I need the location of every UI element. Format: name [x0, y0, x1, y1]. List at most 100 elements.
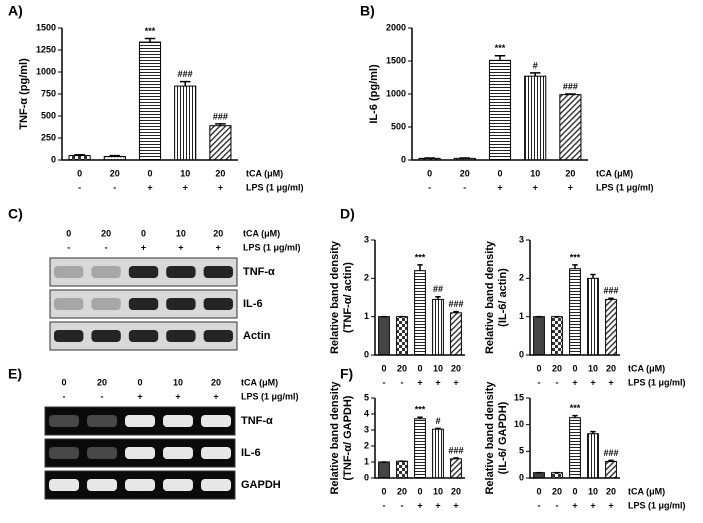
- x-tick-label: 20: [606, 363, 616, 373]
- error-bar: [590, 273, 596, 279]
- lps-label: +: [218, 182, 223, 192]
- lps-label: -: [113, 182, 116, 192]
- bar: [378, 316, 390, 356]
- y-tick-label: 1: [519, 311, 524, 321]
- row-label: LPS (1 μg/ml): [243, 242, 301, 252]
- y-tick-label: 1: [364, 311, 369, 321]
- x-tick-label: 0: [572, 363, 577, 373]
- y-tick-label: 15: [514, 392, 524, 402]
- lane-label: 0: [66, 228, 71, 238]
- band-label: TNF-α: [241, 415, 273, 427]
- error-bar: [494, 54, 506, 61]
- row-label: tCA (μM): [243, 228, 280, 238]
- lps-label: +: [608, 377, 613, 387]
- y-tick-label: 5: [364, 392, 369, 402]
- y-tick-label: 1000: [36, 66, 56, 76]
- bar: [396, 316, 408, 356]
- lps-label: +: [141, 242, 146, 252]
- lps-label: +: [137, 391, 142, 401]
- x-tick-label: 20: [552, 486, 562, 496]
- x-tick-label: 0: [427, 168, 432, 178]
- lps-label: +: [497, 182, 502, 192]
- band: [163, 479, 193, 491]
- error-bar: [590, 430, 596, 434]
- bar: [533, 472, 545, 479]
- y-axis-label: Relative band density: [484, 381, 496, 495]
- x-tick-label: 0: [77, 168, 82, 178]
- lps-label: -: [78, 182, 81, 192]
- x-tick-label: 20: [110, 168, 120, 178]
- y-tick-label: 250: [41, 132, 56, 142]
- axes: [529, 240, 620, 356]
- y-tick-label: 4: [364, 408, 369, 418]
- error-bar: [417, 416, 423, 419]
- x-tick-label: 20: [451, 486, 461, 496]
- x-tick-label: 0: [572, 486, 577, 496]
- lane-label: 20: [101, 228, 111, 238]
- significance: ###: [603, 286, 618, 296]
- x-tick-label: 0: [536, 363, 541, 373]
- band-label: IL-6: [241, 447, 261, 459]
- lps-label: +: [213, 391, 218, 401]
- error-bar: [453, 457, 459, 459]
- x-tick-label: 10: [530, 168, 540, 178]
- lps-label: -: [401, 377, 404, 387]
- error-bar: [435, 427, 441, 430]
- significance: ###: [603, 448, 618, 458]
- lps-label: +: [533, 182, 538, 192]
- lps-label: +: [572, 500, 577, 510]
- significance: #: [533, 60, 538, 70]
- significance: ***: [415, 252, 426, 262]
- lps-label: +: [216, 242, 221, 252]
- bar: [533, 316, 545, 356]
- y-tick-label: 1000: [386, 88, 406, 98]
- x-tick-label: 10: [180, 168, 190, 178]
- band: [87, 447, 117, 459]
- band: [163, 447, 193, 459]
- lps-label: -: [67, 242, 70, 252]
- y-tick-label: 0: [519, 349, 524, 359]
- row-label: LPS (1 μg/ml): [628, 500, 686, 510]
- lps-label: -: [101, 391, 104, 401]
- band: [166, 298, 196, 310]
- x-tick-label: 10: [433, 486, 443, 496]
- lps-label: +: [590, 377, 595, 387]
- x-tick-label: 10: [588, 363, 598, 373]
- axes: [411, 28, 588, 161]
- panel-label: E): [8, 366, 22, 382]
- y-tick-label: 1500: [36, 22, 56, 32]
- axes: [61, 28, 238, 161]
- lps-label: -: [105, 242, 108, 252]
- significance: ***: [415, 405, 426, 415]
- significance: ***: [570, 403, 581, 413]
- lane-label: 20: [213, 228, 223, 238]
- lane-label: 0: [61, 377, 66, 387]
- band: [166, 330, 196, 342]
- x-tick-label: 0: [497, 168, 502, 178]
- bar: [174, 85, 197, 161]
- lps-label: -: [63, 391, 66, 401]
- error-bar: [572, 414, 578, 418]
- error-bar: [215, 123, 226, 126]
- y-axis-label: (TNF-α/ actin): [342, 262, 354, 333]
- y-tick-label: 0: [51, 154, 56, 164]
- y-tick-label: 2000: [386, 22, 406, 32]
- significance: ***: [495, 43, 506, 53]
- band: [54, 266, 84, 278]
- bar: [396, 460, 408, 479]
- band: [128, 330, 159, 342]
- x-tick-label: 20: [397, 486, 407, 496]
- lane-label: 10: [176, 228, 186, 238]
- band: [87, 415, 117, 427]
- row-label: tCA (μM): [628, 363, 665, 373]
- bar: [524, 75, 547, 161]
- significance: #: [435, 416, 440, 426]
- lane-label: 20: [97, 377, 107, 387]
- y-tick-label: 750: [41, 88, 56, 98]
- bar: [587, 277, 599, 356]
- y-axis-label: TNF-α (pg/ml): [18, 58, 30, 130]
- bar: [605, 460, 617, 479]
- x-tick-label: 20: [565, 168, 575, 178]
- lps-label: -: [428, 182, 431, 192]
- x-tick-label: 10: [433, 363, 443, 373]
